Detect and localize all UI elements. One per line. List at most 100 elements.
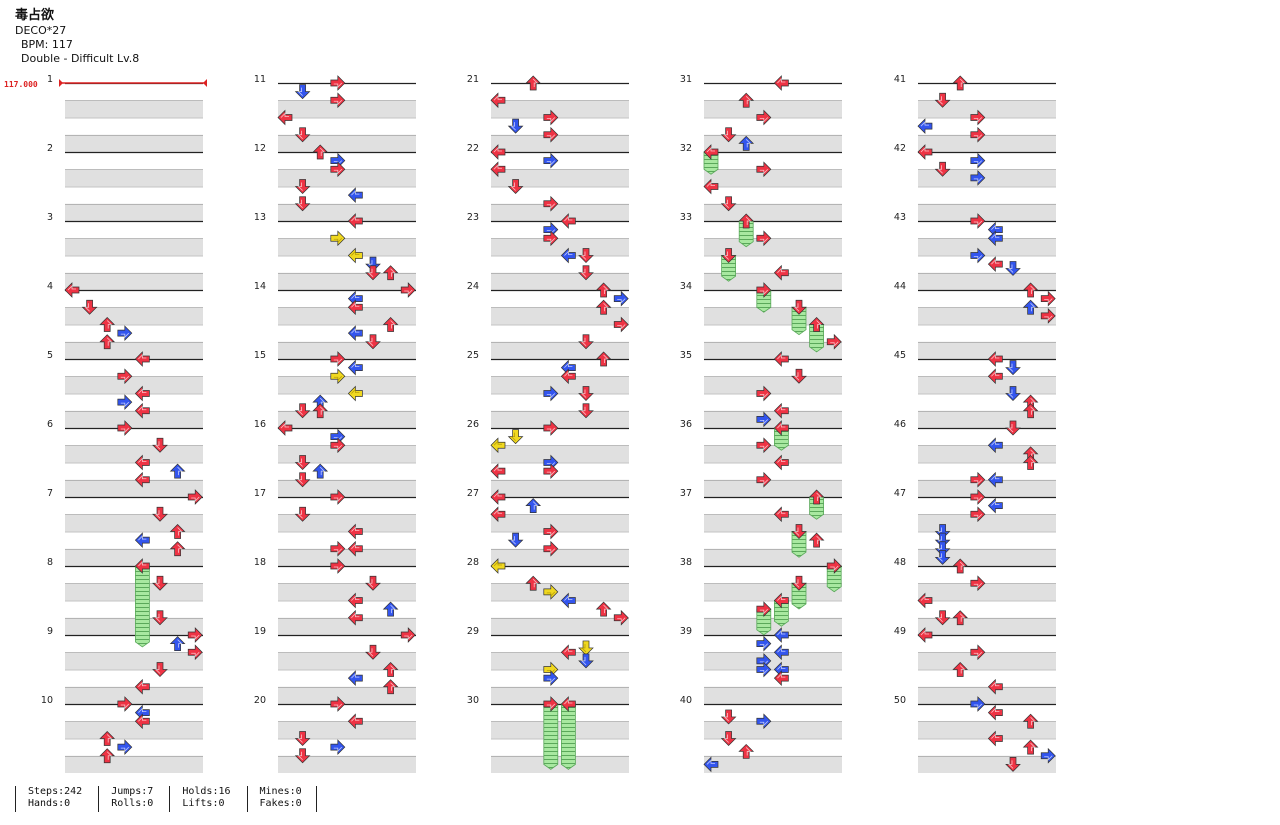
step-arrow — [703, 756, 719, 773]
step-arrow — [703, 178, 719, 195]
step-arrow — [382, 601, 399, 617]
step-arrow — [543, 109, 559, 126]
rolls-count: Rolls:0 — [111, 798, 154, 809]
step-arrow — [152, 610, 168, 626]
beat-shade — [278, 169, 416, 187]
step-arrow — [970, 126, 986, 143]
step-arrow — [294, 472, 311, 488]
step-arrow — [543, 385, 559, 402]
measure-number: 28 — [467, 557, 479, 568]
measure-grid: 1234567891011121314151617181920212223242… — [41, 74, 1056, 773]
beat-shade — [491, 721, 629, 739]
step-arrow — [507, 532, 524, 548]
step-arrow — [400, 627, 416, 643]
step-arrow — [720, 196, 737, 212]
step-arrow — [169, 636, 186, 651]
measure-number: 20 — [254, 695, 266, 706]
beat-shade — [704, 307, 842, 325]
beat-shade — [918, 445, 1056, 463]
step-arrow — [134, 402, 150, 419]
step-arrow — [330, 489, 346, 505]
step-arrow — [525, 575, 542, 591]
measure-number: 24 — [467, 281, 479, 292]
holds-count: Holds:16 — [182, 786, 231, 797]
step-arrow — [64, 282, 80, 298]
step-arrow — [738, 213, 755, 229]
beat-shade — [65, 410, 203, 428]
measure-number: 5 — [47, 350, 53, 361]
beat-shade — [65, 479, 203, 497]
step-arrow — [294, 731, 311, 746]
step-arrow — [987, 437, 1003, 454]
step-arrow — [756, 713, 772, 730]
step-arrow — [134, 351, 150, 367]
step-arrow — [773, 75, 789, 91]
step-arrow — [347, 609, 363, 626]
stats-col-holds: Holds:16 Lifts:0 — [169, 786, 246, 812]
beat-shade — [278, 514, 416, 532]
step-arrow — [595, 282, 612, 298]
step-arrow — [507, 179, 524, 194]
measure-number: 26 — [467, 419, 479, 430]
step-arrow — [365, 644, 381, 660]
step-arrow — [756, 161, 772, 178]
step-arrow — [560, 592, 576, 609]
step-arrow — [756, 109, 772, 126]
step-arrow — [347, 713, 363, 730]
step-arrow — [543, 670, 559, 686]
beat-shade — [704, 272, 842, 290]
step-arrow — [543, 584, 559, 600]
beat-shade — [491, 376, 629, 394]
step-arrow — [1005, 420, 1021, 436]
measure-number: 7 — [47, 488, 53, 499]
step-arrow — [578, 248, 594, 263]
beat-shade — [65, 238, 203, 256]
step-arrow — [490, 144, 506, 160]
measure-number: 23 — [467, 212, 479, 223]
step-arrow — [773, 264, 789, 281]
step-arrow — [720, 731, 737, 746]
song-bpm: BPM: 117 — [21, 38, 73, 51]
beat-shade — [918, 548, 1056, 566]
beat-shade — [918, 686, 1056, 704]
step-arrow — [773, 420, 789, 436]
measure-number: 41 — [894, 74, 906, 85]
beat-shade — [491, 686, 629, 704]
beat-shade — [65, 307, 203, 325]
step-arrow — [987, 497, 1003, 514]
measure-number: 35 — [680, 350, 692, 361]
hold-body — [561, 703, 576, 770]
beat-shade — [278, 410, 416, 428]
step-arrow — [294, 403, 311, 419]
step-arrow — [970, 471, 986, 488]
step-arrow — [1005, 757, 1021, 772]
beat-shade — [918, 203, 1056, 221]
step-arrow — [756, 661, 772, 678]
beat-shade — [704, 755, 842, 773]
beat-shade — [491, 479, 629, 497]
step-arrow — [560, 644, 576, 661]
step-arrow — [330, 92, 346, 109]
step-arrow — [347, 187, 363, 203]
measure-number: 45 — [894, 350, 906, 361]
measure-number: 34 — [680, 281, 692, 292]
step-arrow — [756, 601, 772, 617]
step-arrow — [934, 610, 951, 626]
step-arrow — [382, 679, 399, 695]
step-arrow — [970, 644, 986, 661]
song-artist: DECO*27 — [15, 24, 67, 37]
measure-number: 48 — [894, 557, 906, 568]
step-arrow — [330, 558, 346, 574]
song-header: 毒占欲 DECO*27 BPM: 117 Double - Difficult … — [15, 8, 139, 66]
step-arrow — [738, 92, 755, 108]
measure-number: 10 — [41, 695, 53, 706]
beat-shade — [65, 686, 203, 704]
beat-shade — [278, 100, 416, 118]
hands-count: Hands:0 — [28, 798, 71, 809]
beat-shade — [918, 755, 1056, 773]
beat-shade — [704, 376, 842, 394]
measure-number: 14 — [254, 281, 266, 292]
step-arrow — [613, 316, 629, 333]
beat-shade — [65, 755, 203, 773]
step-arrow — [578, 653, 594, 669]
